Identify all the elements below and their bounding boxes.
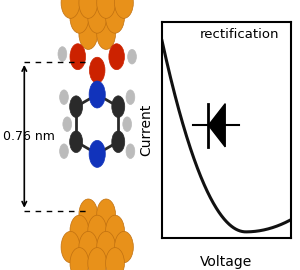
Circle shape [79,199,98,230]
Circle shape [70,44,86,70]
Circle shape [88,248,106,270]
Circle shape [128,49,136,64]
Circle shape [63,117,72,131]
Circle shape [79,18,98,49]
Circle shape [112,96,125,117]
Circle shape [70,131,83,153]
Circle shape [126,90,135,104]
Circle shape [106,248,124,270]
Circle shape [88,215,106,247]
Circle shape [79,0,98,18]
Circle shape [97,18,116,49]
Circle shape [61,0,80,18]
Circle shape [79,231,98,263]
Circle shape [97,199,116,230]
Circle shape [123,117,131,131]
Circle shape [60,90,68,104]
Text: rectification: rectification [200,28,279,41]
Circle shape [115,231,133,263]
Circle shape [70,215,89,247]
Circle shape [106,215,124,247]
Text: 0.76 nm: 0.76 nm [3,130,55,143]
Circle shape [89,81,105,108]
Circle shape [61,231,80,263]
Circle shape [60,144,68,158]
Circle shape [89,140,105,167]
Circle shape [70,2,89,33]
Circle shape [97,0,116,18]
Circle shape [89,57,105,83]
Circle shape [97,231,116,263]
Circle shape [112,131,125,153]
Polygon shape [208,104,225,147]
Circle shape [58,47,67,61]
Text: Current: Current [140,103,154,156]
Circle shape [115,0,133,18]
Circle shape [70,96,83,117]
Circle shape [88,2,106,33]
Circle shape [109,44,124,70]
Circle shape [106,2,124,33]
Circle shape [126,144,135,158]
Text: Voltage: Voltage [200,255,253,269]
Circle shape [70,248,89,270]
